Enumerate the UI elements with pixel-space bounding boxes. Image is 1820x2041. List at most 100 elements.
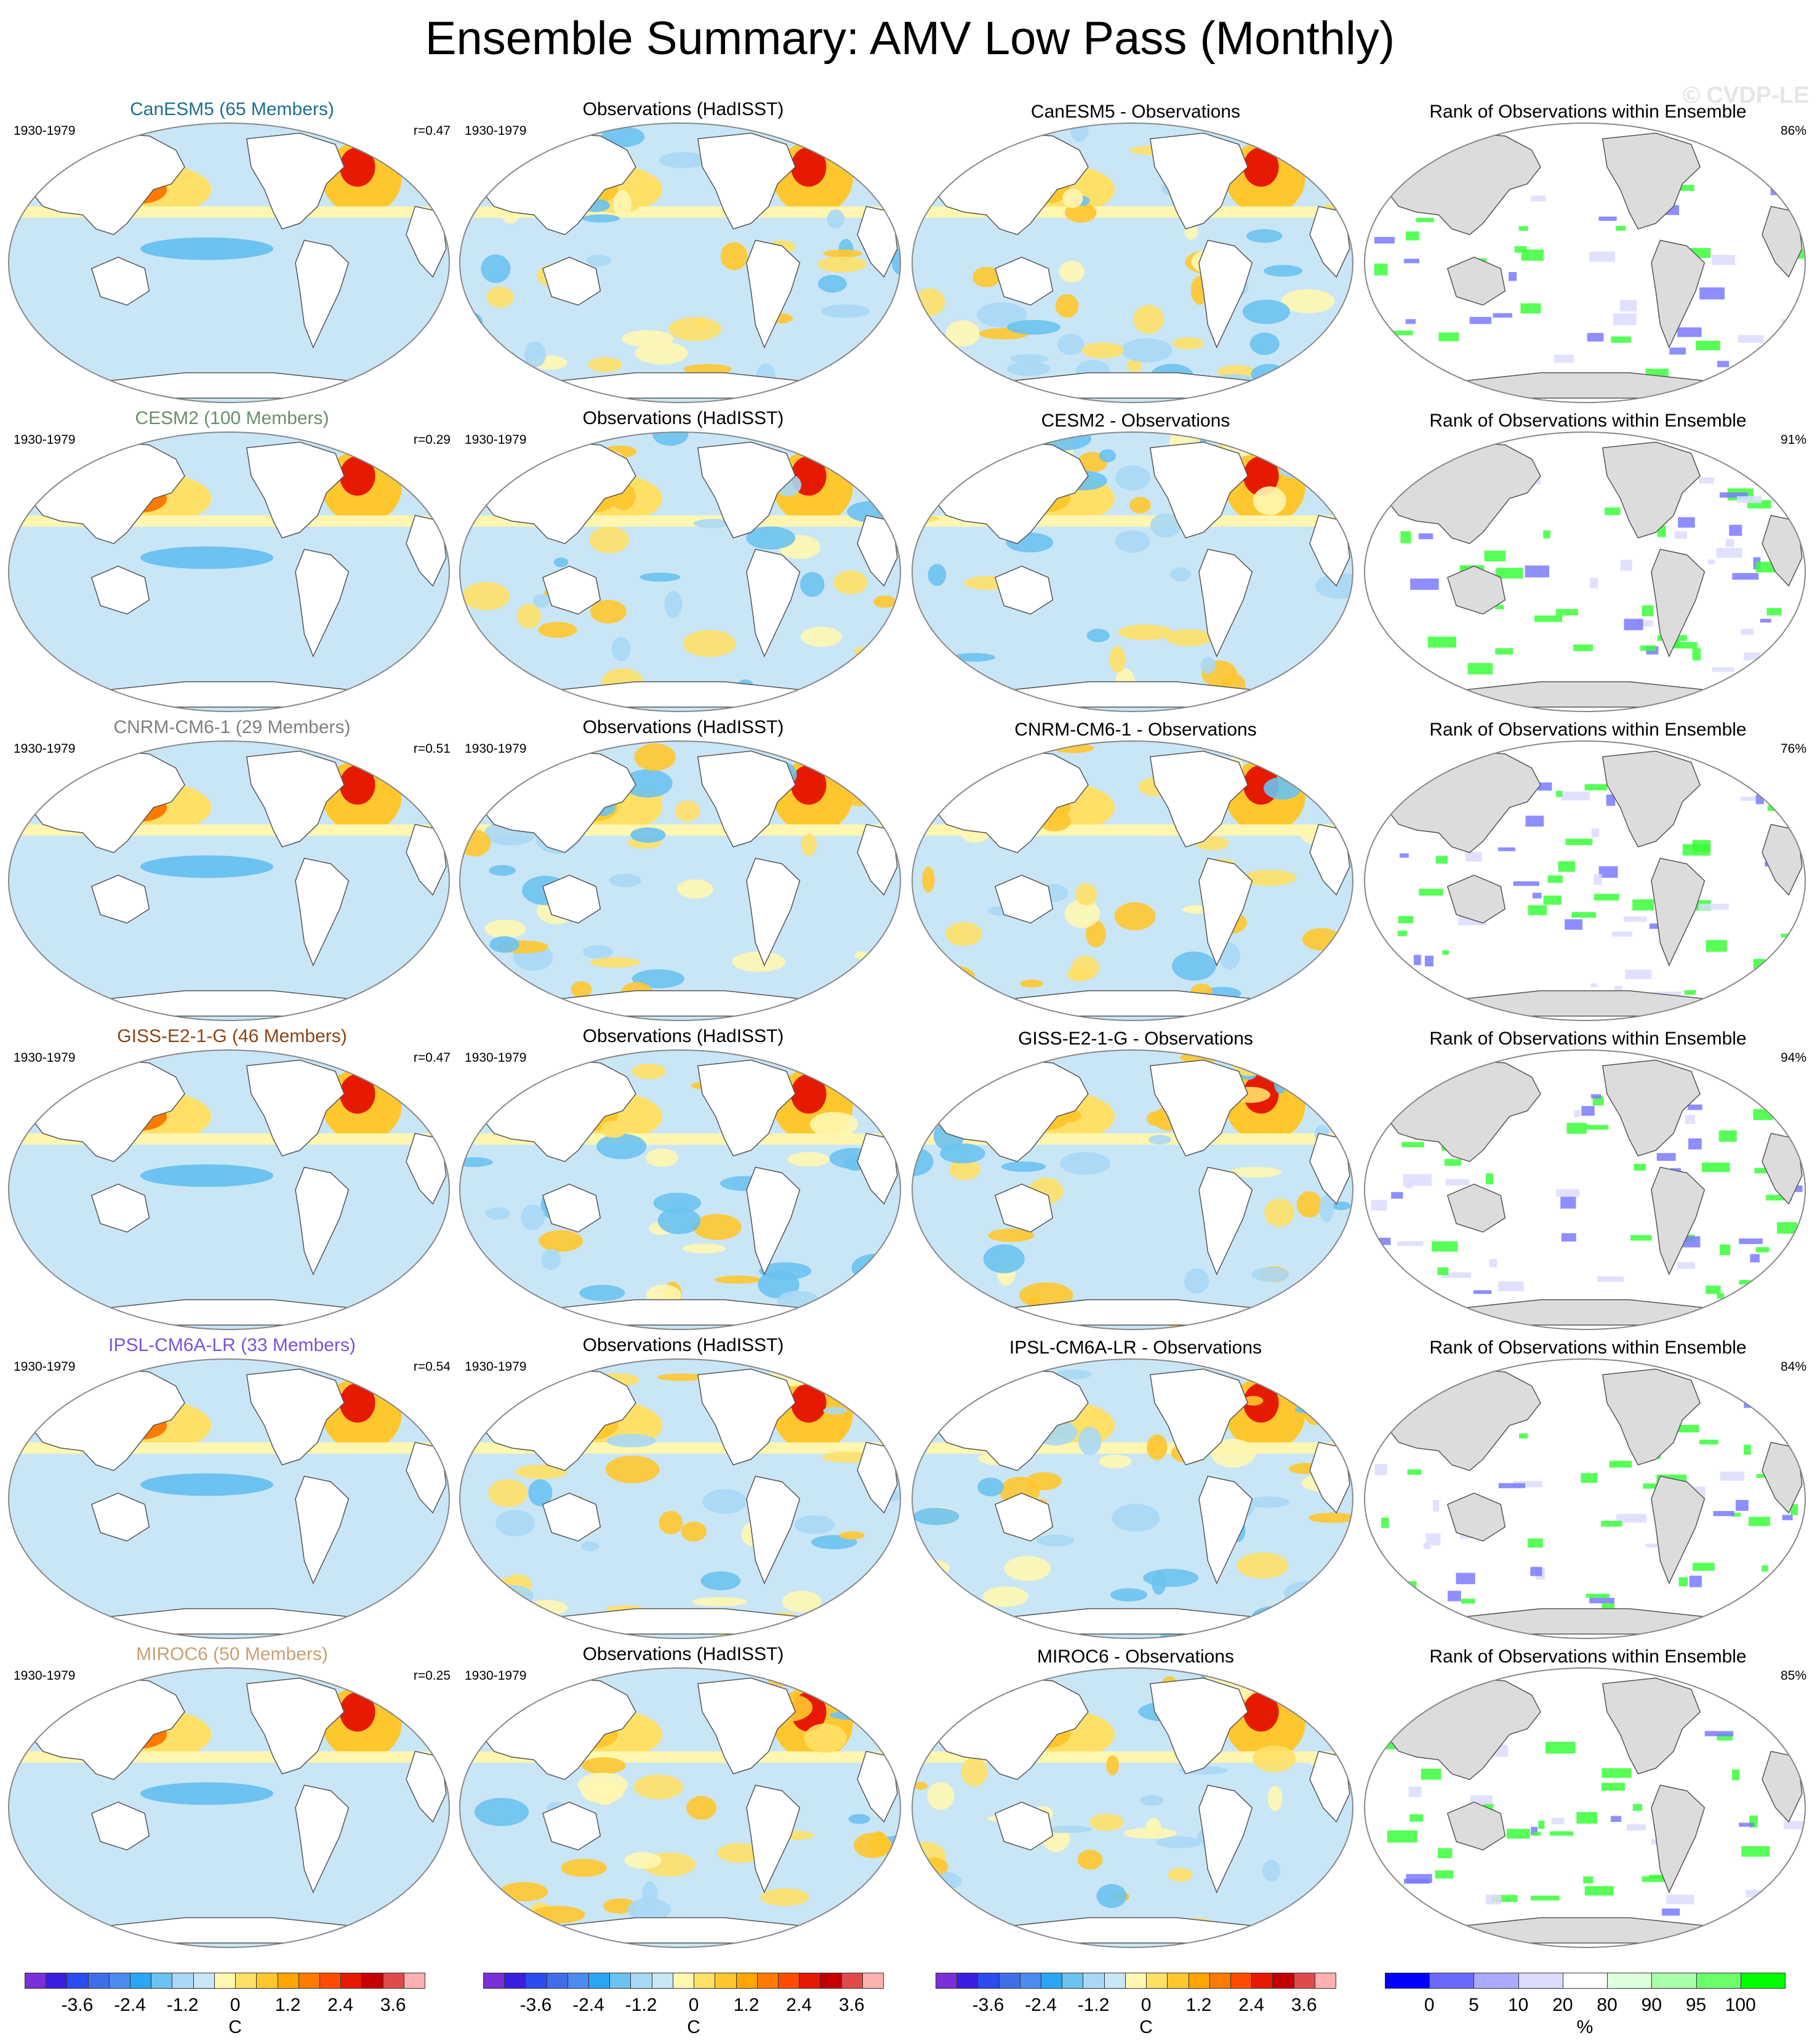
colorbar-tick-label: -2.4: [114, 1995, 146, 2015]
diff-panel-title: GISS-E2-1-G - Observations: [1018, 1029, 1253, 1049]
colorbar-swatch: [403, 1973, 425, 1989]
colorbar-swatch: [87, 1973, 110, 1989]
diff-panel: CESM2 - Observations: [911, 406, 1360, 715]
diff-panel-map: [912, 1358, 1353, 1639]
colorbar-swatch: [504, 1973, 526, 1989]
colorbar-swatch: [1293, 1973, 1315, 1989]
obs-panel-title: Observations (HadISST): [582, 717, 784, 737]
diff-panel: MIROC6 - Observations: [911, 1642, 1360, 1951]
diff-panel: GISS-E2-1-G - Observations: [911, 1024, 1360, 1333]
model-panel-map: [8, 1667, 450, 1948]
model-panel-title: MIROC6 (50 Members): [136, 1644, 328, 1664]
colorbar-tick-label: -2.4: [1025, 1995, 1057, 2015]
colorbar-swatch: [1272, 1973, 1294, 1989]
colorbar-swatch: [108, 1973, 131, 1989]
model-panel: CNRM-CM6-1 (29 Members) 1930-1979 r=0.51: [7, 715, 457, 1024]
sst-colorbar-model: -3.6 -2.4 -1.2 0 1.2 2.4 3.6 C: [25, 1973, 431, 2040]
rank-colorbar: 0 5 10 20 80 90 95 100%: [1385, 1973, 1791, 2040]
period-label: 1930-1979: [14, 742, 76, 756]
pattern-correlation-label: r=0.47: [413, 1051, 451, 1065]
colorbar-tick-label: -3.6: [61, 1995, 94, 2015]
period-label: 1930-1979: [14, 124, 76, 138]
obs-panel: Observations (HadISST) 1930-1979: [459, 406, 908, 715]
colorbar-swatch: [1429, 1973, 1475, 1989]
colorbar-swatch: [298, 1973, 320, 1989]
model-panel-title: CESM2 (100 Members): [135, 408, 329, 428]
colorbar-swatch: [382, 1973, 404, 1989]
rank-panel-title: Rank of Observations within Ensemble: [1429, 102, 1747, 122]
colorbar-swatch: [1314, 1973, 1336, 1989]
period-label: 1930-1979: [465, 1051, 527, 1065]
diff-panel-map: [912, 122, 1353, 403]
rank-percent-label: 91%: [1780, 433, 1806, 447]
model-panel: CESM2 (100 Members) 1930-1979 r=0.29: [7, 406, 457, 715]
colorbar-unit-label: C: [228, 2017, 242, 2037]
colorbar-tick-label: 1.2: [1185, 1995, 1212, 2015]
rank-percent-label: 85%: [1780, 1669, 1806, 1683]
colorbar-swatch: [1562, 1973, 1608, 1989]
rank-panel-title: Rank of Observations within Ensemble: [1429, 411, 1747, 431]
colorbar-swatch: [1062, 1973, 1084, 1989]
model-panel-map: [8, 740, 450, 1021]
sst-colorbar-diff: -3.6 -2.4 -1.2 0 1.2 2.4 3.6 C: [936, 1973, 1342, 2040]
colorbar-swatch: [1104, 1973, 1126, 1989]
period-label: 1930-1979: [465, 742, 527, 756]
obs-panel-title: Observations (HadISST): [582, 408, 784, 428]
colorbar-swatch: [1167, 1973, 1189, 1989]
rank-panel: Rank of Observations within Ensemble 94%: [1363, 1024, 1813, 1333]
colorbar-tick-label: -1.2: [166, 1995, 199, 2015]
colorbar-tick-label: -3.6: [519, 1995, 552, 2015]
pattern-correlation-label: r=0.25: [413, 1669, 451, 1683]
colorbar-swatch: [715, 1973, 737, 1989]
model-panel-map: [8, 122, 450, 403]
obs-panel-map: [459, 1049, 901, 1330]
rank-panel-title: Rank of Observations within Ensemble: [1429, 1646, 1747, 1667]
colorbar-swatch: [1696, 1973, 1741, 1989]
colorbar-unit-label: C: [687, 2017, 700, 2037]
colorbar-tick-label: 20: [1552, 1995, 1573, 2015]
pattern-correlation-label: r=0.29: [413, 433, 451, 447]
colorbar-swatch: [862, 1973, 884, 1989]
colorbar-swatch: [841, 1973, 863, 1989]
diff-panel-title: MIROC6 - Observations: [1036, 1646, 1235, 1667]
page-title: Ensemble Summary: AMV Low Pass (Monthly): [425, 12, 1395, 65]
colorbar-swatch: [1473, 1973, 1519, 1989]
obs-panel-title: Observations (HadISST): [582, 99, 784, 119]
colorbar-unit-label: %: [1576, 2017, 1594, 2037]
period-label: 1930-1979: [465, 1669, 527, 1683]
model-panel: IPSL-CM6A-LR (33 Members) 1930-1979 r=0.54: [7, 1333, 457, 1642]
pattern-correlation-label: r=0.51: [413, 742, 451, 756]
colorbar-swatch: [25, 1973, 47, 1989]
colorbar-swatch: [998, 1973, 1020, 1989]
colorbar-unit-label: C: [1139, 2017, 1153, 2037]
colorbar-swatch: [567, 1973, 590, 1989]
period-label: 1930-1979: [465, 433, 527, 447]
rank-panel: Rank of Observations within Ensemble 91%: [1363, 406, 1813, 715]
colorbar-tick-label: 0: [688, 1995, 699, 2015]
colorbar-tick-label: 80: [1597, 1995, 1618, 2015]
colorbar-swatch: [214, 1973, 236, 1989]
rank-percent-label: 94%: [1780, 1051, 1806, 1065]
colorbar-swatch: [235, 1973, 257, 1989]
model-panel-title: IPSL-CM6A-LR (33 Members): [108, 1335, 356, 1355]
colorbar-swatch: [1230, 1973, 1253, 1989]
obs-panel-title: Observations (HadISST): [582, 1026, 784, 1046]
colorbar-swatch: [193, 1973, 215, 1989]
colorbar-tick-label: 2.4: [1238, 1995, 1265, 2015]
colorbar-tick-label: -3.6: [972, 1995, 1004, 2015]
colorbar-tick-label: 5: [1469, 1995, 1479, 2015]
colorbar-swatch: [1740, 1973, 1786, 1989]
rank-percent-label: 84%: [1780, 1360, 1806, 1374]
colorbar-tick-label: 2.4: [786, 1995, 812, 2015]
model-panel: MIROC6 (50 Members) 1930-1979 r=0.25: [7, 1642, 457, 1951]
diff-panel-title: IPSL-CM6A-LR - Observations: [1009, 1337, 1262, 1358]
diff-panel: CanESM5 - Observations: [911, 97, 1360, 406]
rank-panel-title: Rank of Observations within Ensemble: [1429, 720, 1747, 740]
colorbar-swatch: [172, 1973, 194, 1989]
model-panel-map: [8, 431, 450, 712]
rank-panel-map: [1364, 1358, 1806, 1639]
colorbar-swatch: [1518, 1973, 1563, 1989]
period-label: 1930-1979: [14, 1360, 76, 1374]
diff-panel-map: [912, 431, 1353, 712]
obs-panel-title: Observations (HadISST): [582, 1335, 784, 1355]
